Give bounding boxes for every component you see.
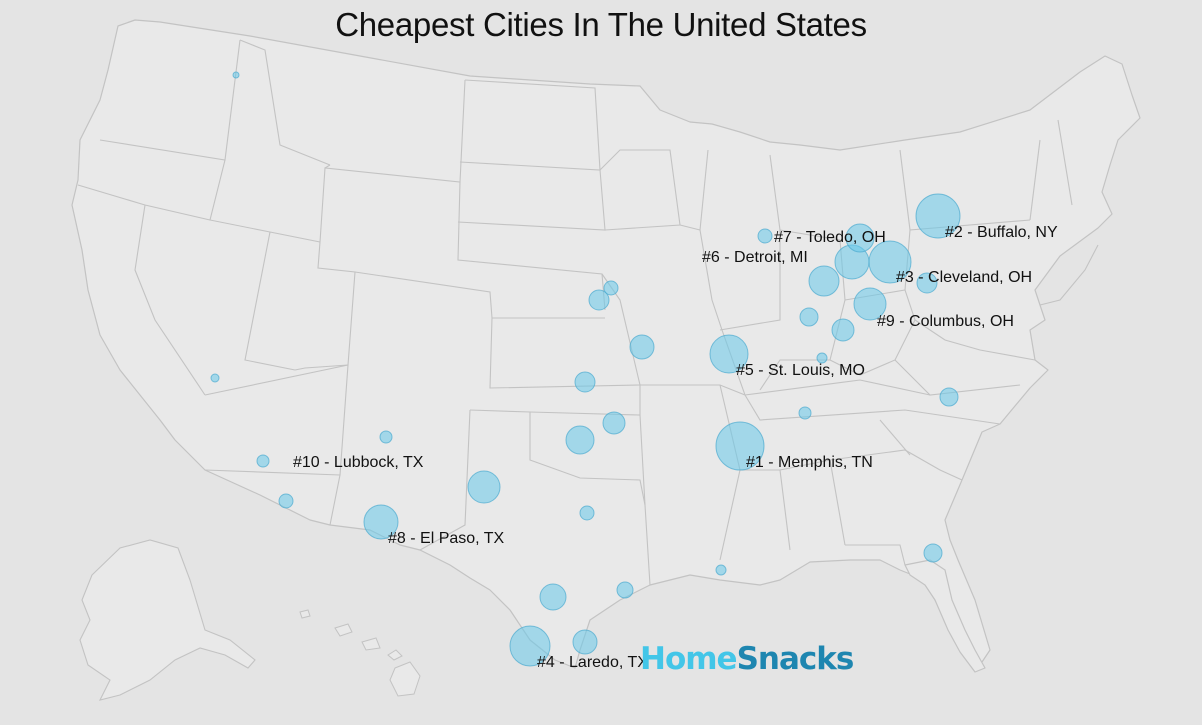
map-title: Cheapest Cities In The United States (335, 6, 867, 43)
city-bubble-20 (798, 406, 812, 420)
logo-part-home: Home (640, 641, 738, 677)
city-bubble-11 (565, 425, 595, 455)
city-bubble-10 (602, 411, 626, 435)
city-bubble-5 (757, 228, 773, 244)
city-label-rank-3: #3 - Cleveland, OH (896, 269, 1033, 286)
ranked-city-bubble-5 (709, 334, 749, 374)
ranked-city-bubble-2 (915, 193, 961, 239)
city-bubble-7 (603, 280, 619, 296)
city-bubble-13 (579, 505, 595, 521)
city-bubble-8 (629, 334, 655, 360)
city-bubble-18 (923, 543, 943, 563)
city-label-rank-7: #7 - Toledo, OH (774, 229, 886, 246)
city-label-rank-5: #5 - St. Louis, MO (736, 362, 865, 379)
city-bubble-14 (539, 583, 567, 611)
city-bubble-3 (831, 318, 855, 342)
ranked-city-bubble-4 (509, 625, 551, 667)
city-bubble-15 (572, 629, 598, 655)
city-label-rank-4: #4 - Laredo, TX (537, 654, 648, 671)
city-bubble-24 (379, 430, 393, 444)
hawaii-islands (299, 609, 421, 697)
city-bubble-25 (232, 71, 240, 79)
ranked-city-bubble-8 (363, 504, 399, 540)
contiguous-us-landmass (71, 19, 1141, 669)
city-label-rank-10: #10 - Lubbock, TX (293, 454, 424, 471)
bubble-layer (210, 71, 961, 667)
city-bubble-22 (278, 493, 294, 509)
city-bubble-21 (916, 272, 938, 294)
city-bubble-19 (939, 387, 959, 407)
city-label-rank-2: #2 - Buffalo, NY (945, 224, 1058, 241)
homesnacks-logo: HomeSnacks (640, 641, 855, 677)
city-bubble-2 (799, 307, 819, 327)
city-label-rank-8: #8 - El Paso, TX (388, 530, 505, 547)
city-label-rank-6: #6 - Detroit, MI (702, 249, 808, 266)
city-bubble-9 (574, 371, 596, 393)
ranked-city-bubble-9 (853, 287, 887, 321)
city-label-rank-9: #9 - Columbus, OH (877, 313, 1014, 330)
logo-part-snacks: Snacks (736, 641, 855, 677)
city-bubble-23 (210, 373, 220, 383)
city-label-rank-1: #1 - Memphis, TN (746, 454, 873, 471)
ranked-city-bubble-10 (256, 454, 270, 468)
ranked-city-bubble-1 (715, 421, 765, 471)
alaska-shape (79, 539, 256, 701)
city-bubble-12 (467, 470, 501, 504)
city-bubble-4 (816, 352, 828, 364)
ranked-city-bubble-7 (845, 223, 875, 253)
city-bubble-1 (808, 265, 840, 297)
city-bubble-17 (715, 564, 727, 576)
florida-peninsula (904, 559, 986, 673)
city-bubble-6 (588, 289, 610, 311)
land-layer (71, 19, 1141, 673)
city-bubble-16 (616, 581, 634, 599)
